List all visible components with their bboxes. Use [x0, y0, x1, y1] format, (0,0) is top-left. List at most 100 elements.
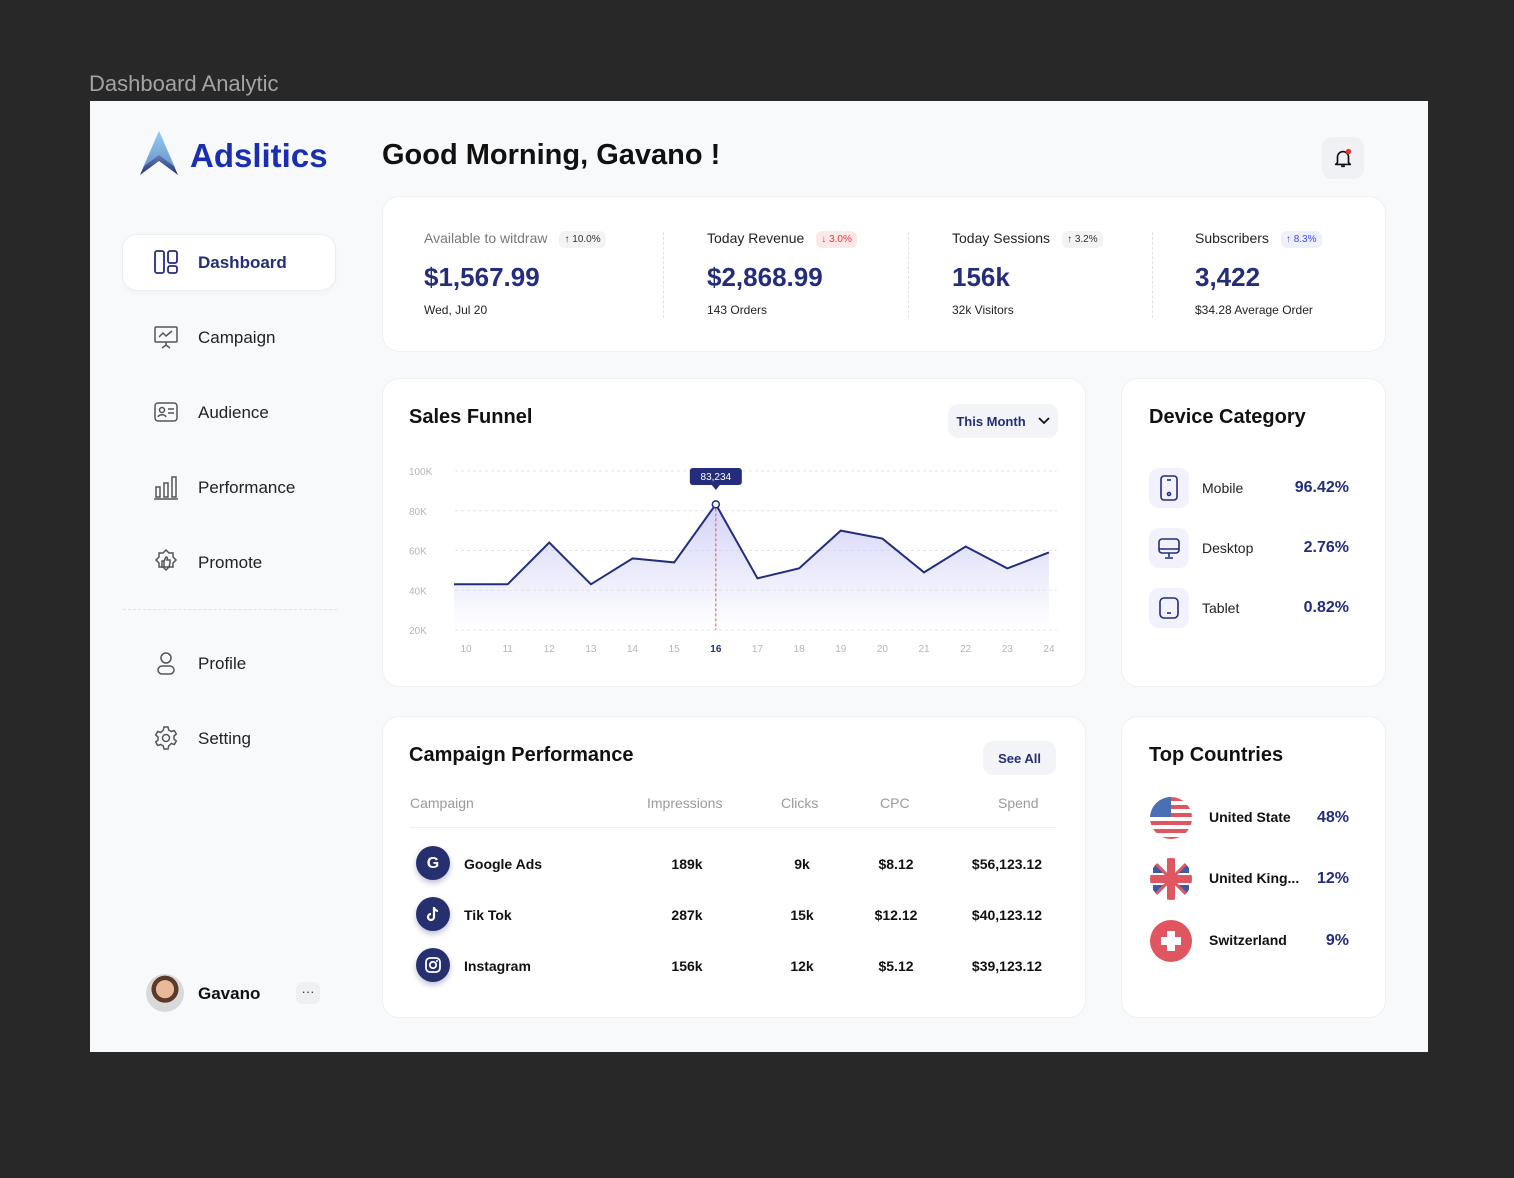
- campaign-name: Instagram: [464, 958, 531, 974]
- x-tick-label: 13: [585, 644, 597, 655]
- country-row: United State 48%: [1149, 796, 1349, 840]
- bar-chart-icon: [154, 476, 178, 500]
- device-name: Desktop: [1202, 540, 1254, 556]
- x-tick-label: 12: [544, 644, 556, 655]
- sidebar-item-dashboard[interactable]: Dashboard: [123, 235, 335, 290]
- avatar[interactable]: [146, 974, 184, 1012]
- user-name: Gavano: [198, 984, 261, 1003]
- country-row: Switzerland 9%: [1149, 919, 1349, 963]
- sidebar-item-profile[interactable]: Profile: [123, 636, 335, 691]
- x-tick-label: 21: [918, 644, 930, 655]
- x-tick-label: 14: [627, 644, 639, 655]
- device-name: Tablet: [1202, 600, 1240, 616]
- tiktok-icon: [416, 897, 450, 931]
- sidebar-item-campaign[interactable]: Campaign: [123, 310, 335, 365]
- tooltip-arrow: [711, 485, 720, 490]
- stats-card: [383, 197, 1385, 351]
- country-share: 48%: [1316, 809, 1349, 826]
- gear-icon: [154, 726, 178, 750]
- area-fill: [454, 504, 1049, 630]
- device-row-desktop: Desktop 2.76%: [1149, 528, 1349, 570]
- country-name: United King...: [1209, 870, 1300, 886]
- stat-change-badge: ↑ 8.3%: [1280, 231, 1322, 248]
- stat-subtext: Wed, Jul 20: [424, 303, 488, 317]
- google-icon: G: [416, 846, 450, 880]
- table-header-divider: [410, 827, 1056, 828]
- sidebar-item-performance[interactable]: Performance: [123, 460, 335, 515]
- y-tick-label: 40K: [409, 586, 427, 597]
- campaign-name: Tik Tok: [464, 907, 512, 923]
- column-header[interactable]: Impressions: [647, 795, 723, 811]
- column-header[interactable]: CPC: [880, 795, 910, 811]
- sales-funnel-title: Sales Funnel: [409, 406, 533, 428]
- x-tick-label: 22: [960, 644, 972, 655]
- column-header[interactable]: Clicks: [781, 795, 819, 811]
- spend-cell: $39,123.12: [971, 958, 1042, 974]
- stat-subtext: $34.28 Average Order: [1195, 303, 1313, 317]
- device-row-tablet: Tablet 0.82%: [1149, 588, 1349, 630]
- sidebar-item-setting[interactable]: Setting: [123, 711, 335, 766]
- x-tick-label: 18: [794, 644, 806, 655]
- device-share: 2.76%: [1303, 539, 1349, 556]
- notifications-button[interactable]: [1322, 137, 1364, 179]
- stat-divider: [908, 232, 909, 318]
- device-share: 0.82%: [1303, 599, 1349, 616]
- dashboard-icon: [154, 250, 178, 274]
- y-tick-label: 60K: [409, 547, 427, 558]
- user-more-button[interactable]: ···: [296, 982, 320, 1004]
- stat-value: 3,422: [1195, 262, 1261, 292]
- device-name: Mobile: [1202, 480, 1244, 496]
- table-row[interactable]: Instagram 156k 12k $5.12 $39,123.12: [410, 946, 1056, 986]
- desktop-icon: [1158, 538, 1180, 559]
- x-tick-label: 24: [1043, 644, 1055, 655]
- stat-subtext: 32k Visitors: [952, 303, 1014, 317]
- x-tick-label: 16: [710, 644, 722, 655]
- sidebar-item-audience[interactable]: Audience: [123, 385, 335, 440]
- id-card-icon: [154, 402, 178, 422]
- column-header[interactable]: Campaign: [410, 795, 474, 811]
- tooltip-value: 83,234: [701, 472, 732, 483]
- country-name: United State: [1209, 809, 1291, 825]
- stat-change-badge: ↓ 3.0%: [816, 231, 857, 248]
- stat-title: Subscribers: [1195, 230, 1269, 246]
- country-row: United King... 12%: [1149, 857, 1349, 901]
- see-all-button[interactable]: See All: [983, 741, 1056, 775]
- sidebar-divider: [123, 609, 337, 610]
- campaign-performance-title: Campaign Performance: [409, 744, 634, 766]
- y-tick-label: 100K: [409, 467, 433, 478]
- x-tick-label: 10: [460, 644, 472, 655]
- spend-cell: $56,123.12: [971, 856, 1042, 872]
- bell-icon: [1334, 148, 1352, 168]
- stat-title: Today Revenue: [707, 230, 805, 246]
- stat-title: Available to witdraw: [424, 230, 548, 246]
- stat-subtext: 143 Orders: [707, 303, 768, 317]
- period-dropdown-value: This Month: [956, 413, 1026, 429]
- spend-cell: $40,123.12: [971, 907, 1042, 923]
- mobile-icon: [1160, 475, 1178, 501]
- table-row[interactable]: Tik Tok 287k 15k $12.12 $40,123.12: [410, 895, 1056, 935]
- x-tick-label: 23: [1002, 644, 1014, 655]
- swiss-flag-icon: [1150, 920, 1192, 962]
- stat-title: Today Sessions: [952, 230, 1051, 246]
- period-dropdown[interactable]: This Month: [948, 404, 1058, 438]
- table-row[interactable]: G Google Ads 189k 9k $8.12 $56,123.12: [410, 844, 1056, 884]
- top-countries-title: Top Countries: [1149, 744, 1284, 766]
- country-name: Switzerland: [1209, 932, 1287, 948]
- country-share: 9%: [1325, 932, 1349, 949]
- stat-value: $2,868.99: [707, 262, 823, 292]
- campaign-name: Google Ads: [464, 856, 543, 872]
- stat-card-item: Available to witdraw ↑ 10.0% $1,567.99 Wed,…: [424, 230, 654, 317]
- stat-divider: [1152, 232, 1153, 318]
- sidebar-item-label: Audience: [198, 402, 269, 422]
- column-header[interactable]: Spend: [998, 795, 1039, 811]
- device-row-mobile: Mobile 96.42%: [1149, 468, 1349, 510]
- stat-value: 156k: [952, 262, 1010, 292]
- svg-text:G: G: [427, 855, 439, 872]
- sidebar-item-promote[interactable]: Promote: [123, 535, 335, 590]
- uk-flag-icon: [1150, 858, 1192, 900]
- sidebar-item-label: Performance: [198, 477, 296, 497]
- x-tick-label: 11: [502, 644, 513, 655]
- user-icon: [157, 652, 175, 675]
- brand-name: Adslitics: [190, 137, 328, 174]
- x-tick-label: 15: [669, 644, 681, 655]
